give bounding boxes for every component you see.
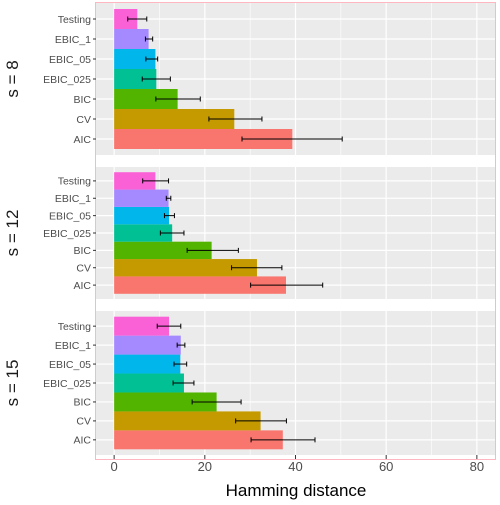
category-label: EBIC_05	[49, 210, 91, 222]
bar	[114, 69, 157, 89]
bar	[114, 335, 181, 355]
category-label: CV	[76, 114, 91, 126]
bar	[114, 109, 235, 129]
bar	[114, 259, 257, 277]
bar	[114, 224, 173, 242]
category-label: EBIC_1	[55, 193, 91, 205]
bar	[114, 373, 184, 393]
facet-panel: AIC CV BIC EBIC_025 EBIC_05 EBIC_1 Testing s = …	[3, 167, 495, 299]
category-label: AIC	[73, 435, 91, 447]
category-label: EBIC_1	[55, 340, 91, 352]
category-label: CV	[76, 416, 91, 428]
bar	[114, 430, 283, 450]
bar	[114, 129, 293, 149]
bar	[114, 189, 169, 207]
bar	[114, 206, 169, 225]
facet-panel: AIC CV BIC EBIC_025 EBIC_05 EBIC_1 Testing s = …	[3, 3, 495, 155]
category-label: Testing	[58, 321, 91, 333]
facet-strip-label: s = 15	[3, 360, 22, 407]
category-label: EBIC_05	[49, 54, 91, 66]
x-tick-label: 0	[111, 459, 118, 474]
bar	[114, 89, 178, 109]
x-tick-label: 40	[288, 459, 302, 474]
category-label: AIC	[73, 280, 91, 292]
category-label: EBIC_025	[43, 228, 91, 240]
facet-strip-label: s = 12	[3, 210, 22, 257]
category-label: EBIC_1	[55, 34, 91, 46]
bar	[114, 276, 286, 294]
category-label: Testing	[58, 176, 91, 188]
category-label: BIC	[73, 397, 91, 409]
bar	[114, 354, 181, 374]
x-axis: 0 20 40 60 80	[111, 455, 484, 474]
category-label: Testing	[58, 14, 91, 26]
x-tick-label: 20	[198, 459, 212, 474]
category-label: CV	[76, 263, 91, 275]
category-label: AIC	[73, 134, 91, 146]
bar	[114, 172, 156, 190]
x-axis-title: Hamming distance	[226, 481, 367, 500]
panels-layer: AIC CV BIC EBIC_025 EBIC_05 EBIC_1 Testing s = …	[3, 3, 495, 455]
facet-panel: AIC CV BIC EBIC_025 EBIC_05 EBIC_1 Testing s = …	[3, 311, 495, 455]
bar	[114, 29, 149, 49]
facet-strip-label: s = 8	[3, 60, 22, 97]
bar	[114, 9, 138, 29]
bar	[114, 241, 212, 260]
category-label: BIC	[73, 94, 91, 106]
category-label: BIC	[73, 245, 91, 257]
x-tick-label: 60	[379, 459, 393, 474]
category-label: EBIC_025	[43, 74, 91, 86]
category-label: EBIC_025	[43, 378, 91, 390]
bar	[114, 411, 261, 431]
category-label: EBIC_05	[49, 359, 91, 371]
bar	[114, 316, 169, 336]
bar	[114, 392, 217, 412]
x-tick-label: 80	[470, 459, 484, 474]
plot-border	[95, 2, 496, 460]
bar	[114, 49, 156, 69]
